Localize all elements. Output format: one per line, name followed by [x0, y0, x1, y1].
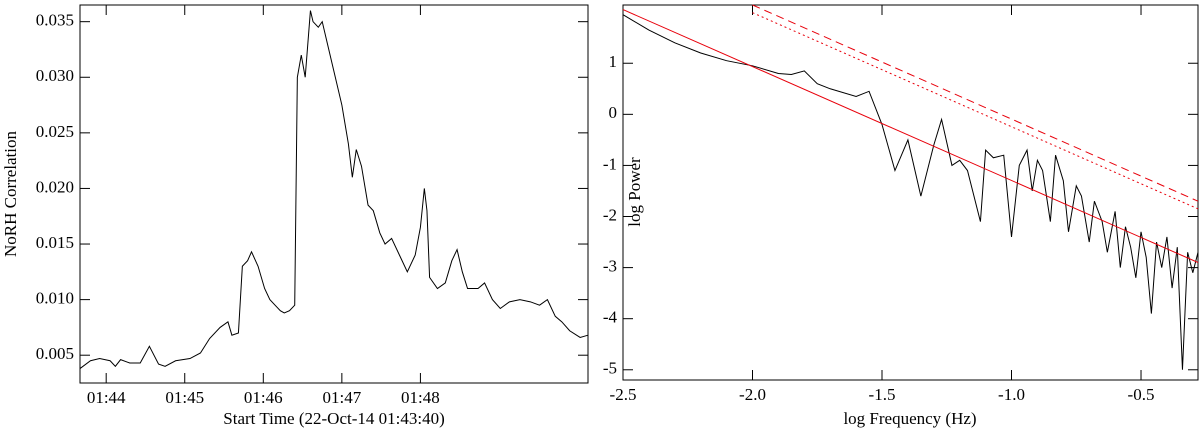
x-tick-label: -2.5	[610, 385, 637, 404]
y-tick-label: -2	[603, 205, 617, 224]
y-tick-label: 0.025	[36, 122, 74, 141]
x-tick-label: -1.5	[869, 385, 896, 404]
x-tick-label: -2.0	[739, 385, 766, 404]
x-tick-label: 01:48	[401, 388, 440, 407]
data-line	[622, 9, 1199, 263]
y-tick-label: 0.015	[36, 233, 74, 252]
x-axis-label: log Frequency (Hz)	[843, 409, 976, 428]
y-axis-label: log Power	[625, 157, 644, 227]
data-line	[622, 14, 1199, 370]
x-tick-label: 01:47	[322, 388, 361, 407]
x-axis-label: Start Time (22-Oct-14 01:43:40)	[223, 409, 444, 428]
y-tick-label: -4	[603, 308, 618, 327]
y-tick-label: 0.010	[36, 289, 74, 308]
y-tick-label: -5	[603, 359, 617, 378]
y-tick-label: 1	[609, 52, 618, 71]
y-tick-label: -1	[603, 154, 617, 173]
x-tick-label: 01:45	[165, 388, 204, 407]
y-tick-label: 0.030	[36, 66, 74, 85]
data-line	[752, 12, 1199, 210]
y-tick-label: 0.020	[36, 177, 74, 196]
x-tick-label: -1.0	[998, 385, 1025, 404]
plot-frame	[622, 4, 1199, 381]
x-tick-label: 01:46	[244, 388, 283, 407]
y-axis-label: NoRH Correlation	[1, 130, 20, 257]
y-tick-label: 0	[609, 103, 618, 122]
plot-frame	[79, 4, 589, 384]
y-tick-label: 0.005	[36, 344, 74, 363]
y-tick-label: 0.035	[36, 11, 74, 30]
x-tick-label: 01:44	[87, 388, 126, 407]
data-line	[752, 4, 1199, 202]
data-line	[79, 10, 589, 369]
y-tick-label: -3	[603, 257, 617, 276]
x-tick-label: -0.5	[1128, 385, 1155, 404]
